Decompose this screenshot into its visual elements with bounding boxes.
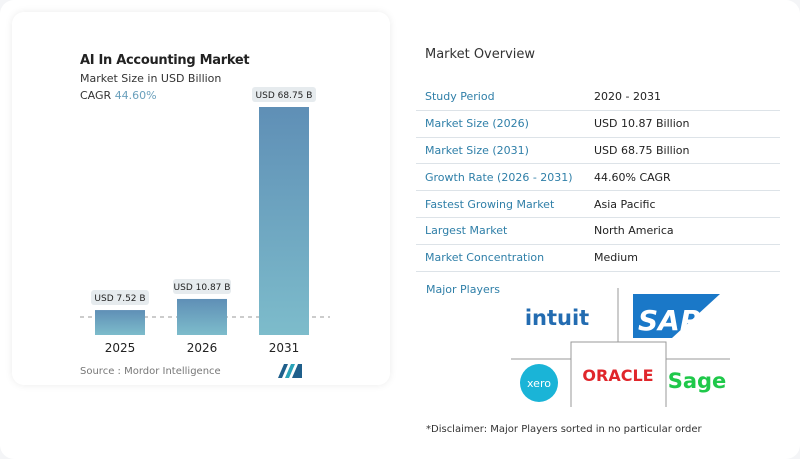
- overview-row: Market Size (2026) USD 10.87 Billion: [416, 111, 780, 138]
- disclaimer: *Disclaimer: Major Players sorted in no …: [426, 424, 702, 435]
- overview-row: Growth Rate (2026 - 2031) 44.60% CAGR: [416, 164, 780, 192]
- row-label: Market Concentration: [425, 251, 545, 265]
- row-value: Asia Pacific: [594, 197, 656, 211]
- overview-row: Largest Market North America: [416, 218, 780, 245]
- overview-table: Study Period 2020 - 2031 Market Size (2026…: [416, 84, 780, 272]
- row-value: 2020 - 2031: [594, 90, 661, 104]
- overview-title: Market Overview: [425, 47, 536, 62]
- source: Source : Mordor Intelligence: [80, 366, 221, 377]
- row-label: Market Size (2026): [425, 117, 529, 131]
- major-players-label: Major Players: [426, 283, 500, 296]
- row-label: Fastest Growing Market: [425, 197, 555, 211]
- row-value: Medium: [594, 251, 638, 265]
- row-label: Growth Rate (2026 - 2031): [425, 170, 573, 184]
- cagr-value: 44.60%: [114, 89, 157, 102]
- row-value: North America: [594, 224, 674, 238]
- row-value: USD 10.87 Billion: [594, 117, 690, 131]
- overview-row: Study Period 2020 - 2031: [416, 84, 780, 111]
- row-value: USD 68.75 Billion: [594, 143, 690, 157]
- mordor-logo-icon: [278, 364, 302, 378]
- row-label: Market Size (2031): [425, 143, 529, 157]
- row-label: Study Period: [425, 90, 495, 104]
- chart-title: AI In Accounting Market: [80, 53, 250, 68]
- cagr-label: CAGR: [80, 89, 112, 102]
- row-label: Largest Market: [425, 224, 508, 238]
- overview-row: Market Size (2031) USD 68.75 Billion: [416, 138, 780, 165]
- chart-subtitle: Market Size in USD Billion: [80, 72, 222, 85]
- overview-row: Market Concentration Medium: [416, 245, 780, 272]
- overview-row: Fastest Growing Market Asia Pacific: [416, 191, 780, 218]
- row-value: 44.60% CAGR: [594, 170, 671, 184]
- cagr: CAGR 44.60%: [80, 89, 157, 102]
